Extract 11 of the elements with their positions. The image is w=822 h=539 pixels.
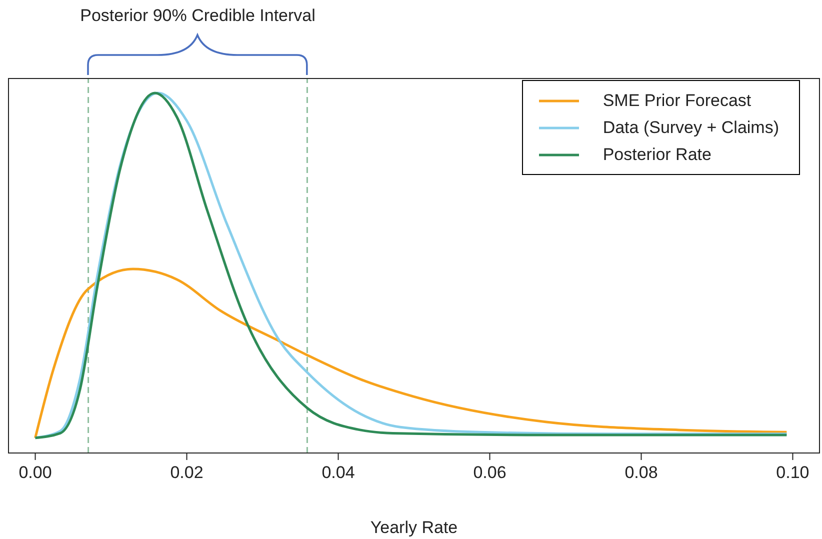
legend-label: Posterior Rate <box>602 144 712 166</box>
x-tick-label: 0.04 <box>322 463 355 482</box>
x-tick-label: 0.06 <box>473 463 506 482</box>
x-axis-title: Yearly Rate <box>370 518 458 537</box>
x-tick-label: 0.08 <box>624 463 658 482</box>
legend-label: Data (Survey + Claims) <box>602 117 779 139</box>
legend-label: SME Prior Forecast <box>602 90 752 112</box>
x-tick-label: 0.00 <box>18 463 52 482</box>
x-tick-label: 0.02 <box>170 463 204 482</box>
x-tick-label: 0.10 <box>776 463 810 482</box>
text: Posterior 90% Credible Interval <box>79 6 316 26</box>
